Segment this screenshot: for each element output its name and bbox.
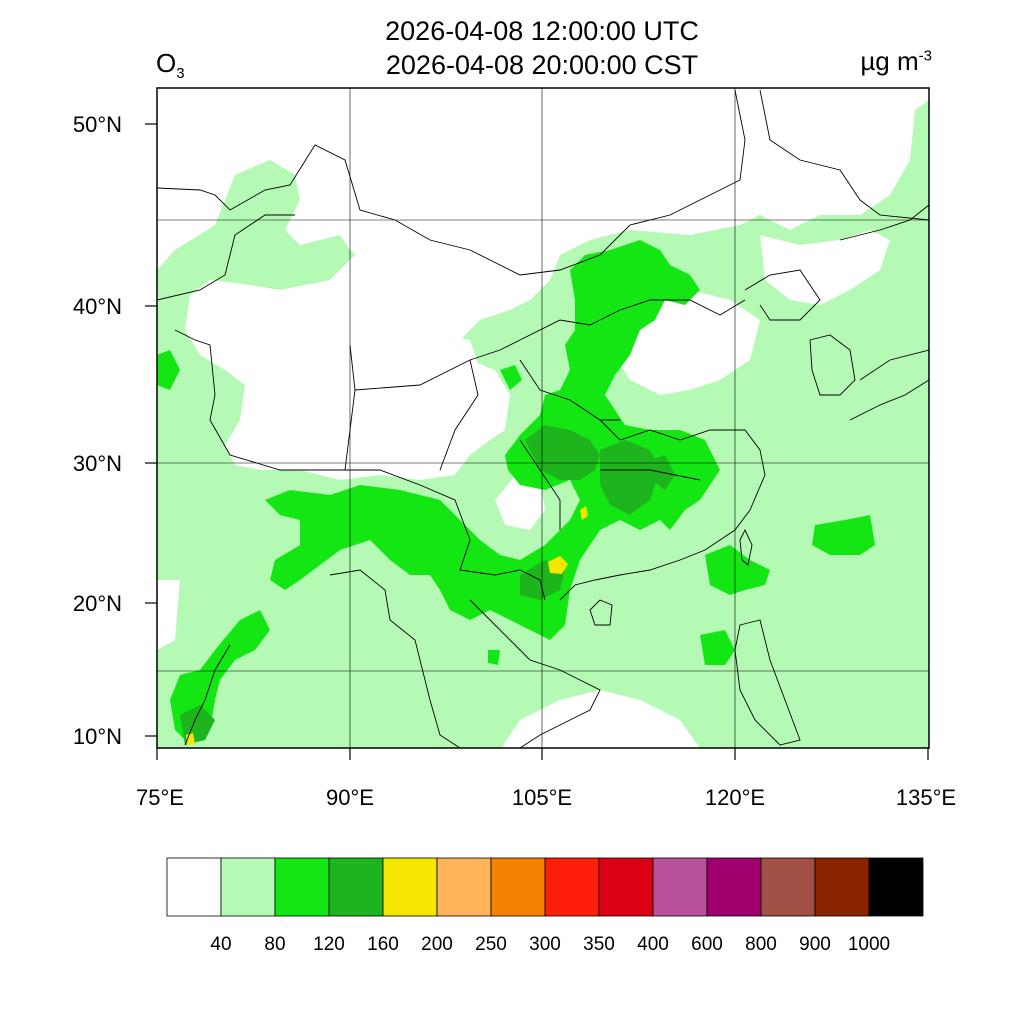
unit-base: µg m: [860, 46, 919, 76]
lon-tick-label: 135°E: [896, 785, 956, 810]
colorbar-swatch: [652, 857, 708, 917]
lon-tick-labels: 75°E 90°E 105°E 120°E 135°E: [136, 785, 956, 810]
colorbar-label: 80: [264, 934, 285, 955]
lat-tick-label: 10°N: [73, 724, 122, 749]
map-title-local: 2026-04-08 20:00:00 CST: [385, 50, 699, 80]
lat-tick-label: 40°N: [73, 294, 122, 319]
axis-ticks: [145, 123, 929, 760]
lat-tick-labels: 50°N 40°N 30°N 20°N 10°N: [73, 112, 122, 749]
field-120-160: [180, 425, 675, 745]
field-below-40: [157, 90, 910, 748]
colorbar-swatch: [598, 857, 654, 917]
colorbar-swatch: [490, 857, 546, 917]
colorbar-swatch: [868, 857, 924, 917]
colorbar-label: 160: [367, 934, 399, 955]
colorbar-swatch: [706, 857, 762, 917]
colorbar-label: 900: [799, 934, 831, 955]
map-frame: [156, 87, 930, 749]
variable-subscript: 3: [176, 65, 185, 83]
lat-tick-label: 30°N: [73, 451, 122, 476]
colorbar-swatch: [220, 857, 276, 917]
colorbar: 40 80 120 160 200 250 300 350 400 600 800 900 1000: [166, 857, 924, 955]
lat-tick-label: 50°N: [73, 112, 122, 137]
lon-tick-label: 105°E: [512, 785, 572, 810]
colorbar-swatch: [382, 857, 438, 917]
colorbar-label: 40: [210, 934, 231, 955]
colorbar-label: 600: [691, 934, 723, 955]
graticule: [157, 88, 929, 748]
colorbar-swatch: [436, 857, 492, 917]
variable-label: O3: [156, 48, 185, 82]
colorbar-swatch: [166, 857, 222, 917]
boundary-lines: [157, 89, 929, 748]
colorbar-swatch: [814, 857, 870, 917]
colorbar-swatch: [274, 857, 330, 917]
colorbar-label: 800: [745, 934, 777, 955]
colorbar-label: 350: [583, 934, 615, 955]
concentration-fields: [157, 90, 929, 748]
colorbar-label: 400: [637, 934, 669, 955]
colorbar-swatch: [544, 857, 600, 917]
colorbar-swatch: [328, 857, 384, 917]
variable-name: O: [156, 48, 177, 78]
colorbar-swatch: [760, 857, 816, 917]
lon-tick-label: 75°E: [136, 785, 184, 810]
lat-tick-label: 20°N: [73, 591, 122, 616]
colorbar-label: 200: [421, 934, 453, 955]
field-160-200: [186, 506, 588, 745]
colorbar-label: 250: [475, 934, 507, 955]
lon-tick-label: 90°E: [326, 785, 374, 810]
lon-tick-label: 120°E: [705, 785, 765, 810]
unit-exponent: -3: [918, 47, 932, 65]
map-title-utc: 2026-04-08 12:00:00 UTC: [385, 16, 699, 46]
colorbar-label: 1000: [848, 934, 890, 955]
colorbar-label: 300: [529, 934, 561, 955]
colorbar-label: 120: [313, 934, 345, 955]
unit-label: µg m-3: [860, 46, 932, 77]
